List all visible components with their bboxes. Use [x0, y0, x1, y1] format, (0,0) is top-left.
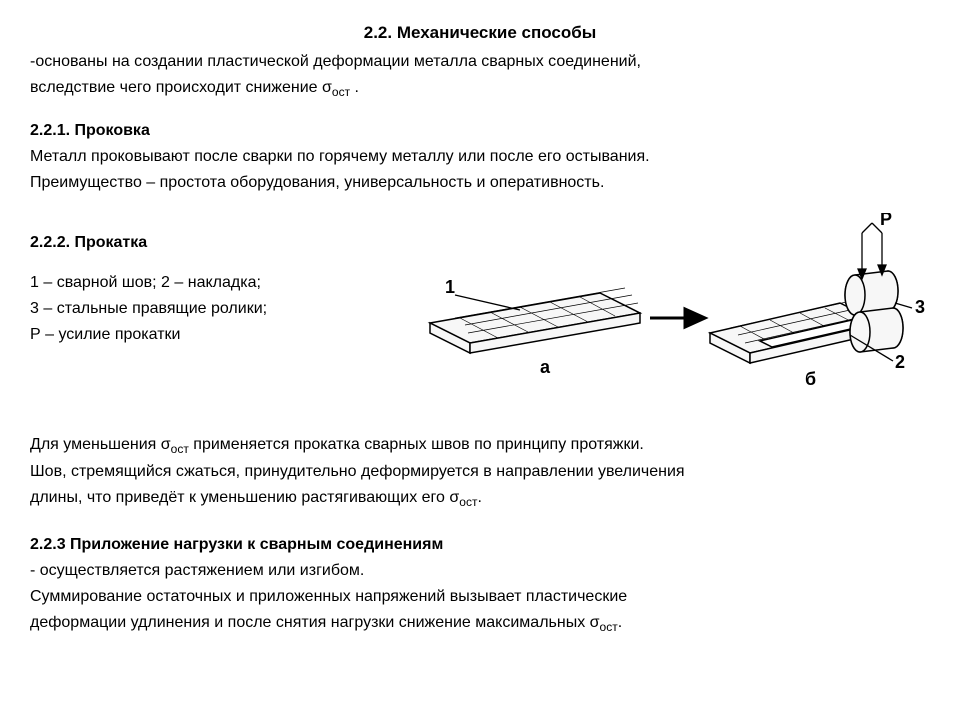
legend-2: 3 – стальные правящие ролики; — [30, 297, 370, 321]
after-fig-3: длины, что приведёт к уменьшению растяги… — [30, 486, 930, 511]
label-1: 1 — [445, 277, 455, 297]
heading-223: 2.2.3 Приложение нагрузки к сварным соед… — [30, 533, 930, 557]
label-b: б — [805, 369, 816, 389]
label-a: а — [540, 357, 551, 377]
after-fig-1: Для уменьшения σост применяется прокатка… — [30, 433, 930, 458]
s223-line3: деформации удлинения и после снятия нагр… — [30, 611, 930, 636]
s223-line1: - осуществляется растяжением или изгибом… — [30, 559, 930, 583]
rolling-figure: 1 а — [390, 213, 930, 411]
s221-line2: Преимущество – простота оборудования, ун… — [30, 171, 930, 195]
main-title: 2.2. Механические способы — [30, 20, 930, 46]
after-fig-2: Шов, стремящийся сжаться, принудительно … — [30, 460, 930, 484]
sigma-sub: ост — [332, 85, 350, 99]
intro-line-1: -основаны на создании пластической дефор… — [30, 50, 930, 74]
intro-text: вследствие чего происходит снижение σ — [30, 79, 332, 96]
legend-1: 1 – сварной шов; 2 – накладка; — [30, 271, 370, 295]
heading-221: 2.2.1. Проковка — [30, 119, 930, 143]
heading-222: 2.2.2. Прокатка — [30, 231, 370, 255]
s223-line2: Суммирование остаточных и приложенных на… — [30, 585, 930, 609]
intro-line-2: вследствие чего происходит снижение σост… — [30, 76, 930, 101]
label-P: Р — [880, 213, 892, 229]
s221-line1: Металл проковывают после сварки по горяч… — [30, 145, 930, 169]
label-2: 2 — [895, 352, 905, 372]
legend-3: Р – усилие прокатки — [30, 323, 370, 347]
intro-end: . — [350, 79, 359, 96]
label-3: 3 — [915, 297, 925, 317]
